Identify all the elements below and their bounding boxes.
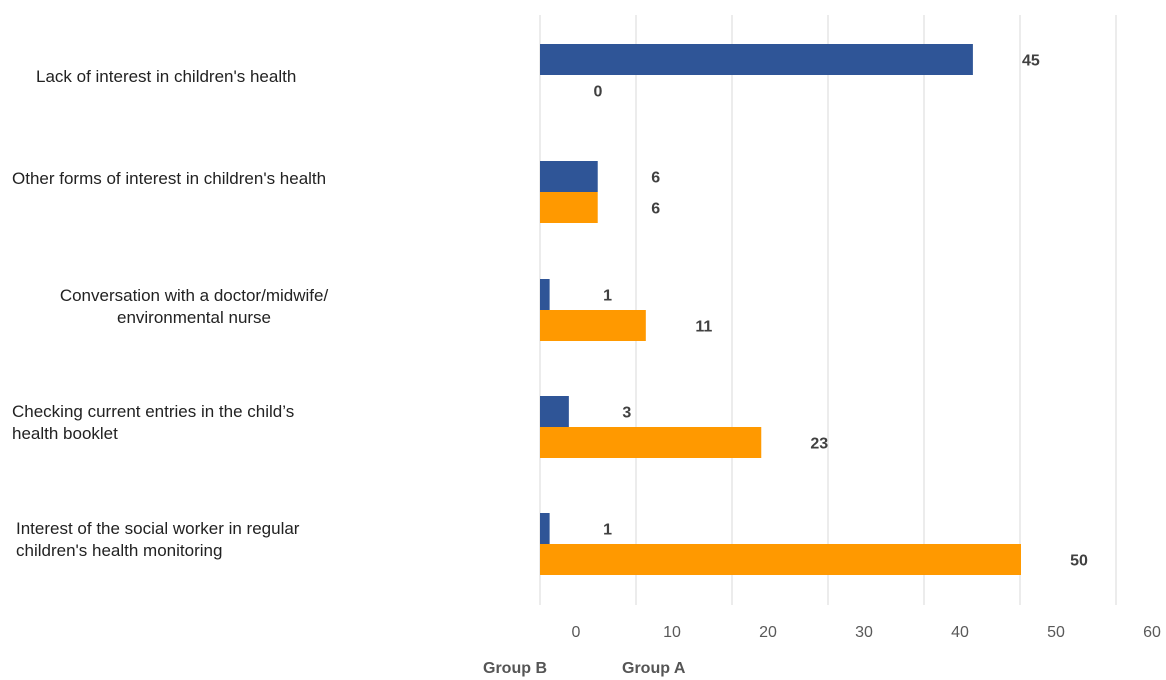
data-label-group-b-3: 3 [622,405,631,422]
data-label-group-a-1: 6 [651,201,660,218]
bar-group-a-3 [540,427,762,458]
bar-group-b-1 [540,161,598,192]
x-tick-label: 60 [1143,624,1161,641]
category-label-conversation: Conversation with a doctor/midwife/ envi… [59,286,329,327]
category-label-lack-of-interest: Lack of interest in children's health [36,67,297,86]
bar-group-b-4 [540,513,550,544]
bar-group-a-1 [540,192,598,223]
data-label-group-b-4: 1 [603,522,612,539]
data-label-group-b-2: 1 [603,288,612,305]
bar-group-b-2 [540,279,550,310]
data-label-group-a-0: 0 [594,84,603,101]
data-label-group-a-2: 11 [695,319,712,336]
x-tick-label: 30 [855,624,873,641]
x-tick-label: 50 [1047,624,1065,641]
bar-group-b-3 [540,396,569,427]
category-label-checking-booklet: Checking current entries in the child’s … [12,402,295,443]
x-tick-label: 0 [572,624,581,641]
x-tick-label: 20 [759,624,777,641]
data-label-group-a-4: 50 [1070,553,1088,570]
category-label-other-forms: Other forms of interest in children's he… [12,169,327,188]
bar-group-a-4 [540,544,1021,575]
x-tick-label: 10 [663,624,681,641]
x-tick-label: 40 [951,624,969,641]
bar-group-b-0 [540,44,973,75]
data-label-group-b-1: 6 [651,170,660,187]
legend-group-a: Group A [622,660,686,677]
legend-group-b: Group B [483,660,547,677]
bar-group-a-2 [540,310,646,341]
data-label-group-a-3: 23 [810,436,828,453]
category-label-social-worker: Interest of the social worker in regular… [16,519,300,560]
data-label-group-b-0: 45 [1022,53,1040,70]
